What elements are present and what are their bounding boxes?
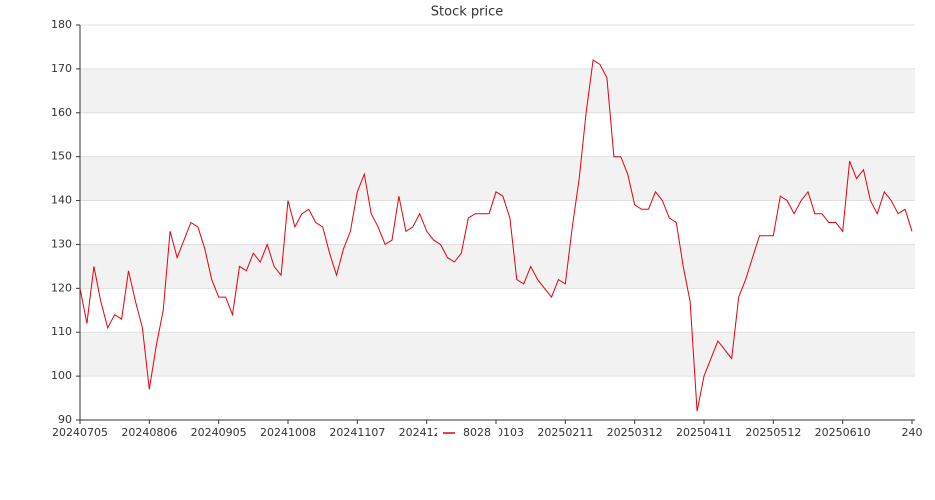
y-tick-label: 110 xyxy=(51,325,72,338)
x-tick-label: 20241008 xyxy=(260,426,316,439)
x-tick-label: 20250312 xyxy=(607,426,663,439)
x-tick-label: 20240905 xyxy=(191,426,247,439)
y-tick-label: 130 xyxy=(51,237,72,250)
y-tick-label: 150 xyxy=(51,150,72,163)
x-tick-label: 20250211 xyxy=(537,426,593,439)
x-tick-label: 20250610 xyxy=(815,426,871,439)
grid-band xyxy=(80,332,915,377)
x-tick-label: 20240806 xyxy=(121,426,177,439)
legend-label: 8028 xyxy=(463,426,491,439)
y-tick-label: 120 xyxy=(51,281,72,294)
grid-band xyxy=(80,156,915,201)
y-tick-label: 140 xyxy=(51,194,72,207)
y-tick-label: 180 xyxy=(51,18,72,31)
legend-box xyxy=(437,425,499,441)
line-series xyxy=(79,59,913,412)
x-tick-label: 20250411 xyxy=(676,426,732,439)
y-tick-label: 160 xyxy=(51,106,72,119)
y-tick-label: 100 xyxy=(51,369,72,382)
chart-title: Stock price xyxy=(431,5,503,20)
grid-band xyxy=(80,68,915,113)
x-tick-label: 20241107 xyxy=(329,426,385,439)
x-tick-label: 20240705 xyxy=(52,426,108,439)
y-tick-label: 170 xyxy=(51,62,72,75)
x-tick-label: 240 xyxy=(902,426,923,439)
grid-band xyxy=(80,244,915,289)
legend: 8028 xyxy=(437,425,499,441)
y-tick-label: 90 xyxy=(58,413,72,426)
x-tick-label: 20250512 xyxy=(745,426,801,439)
